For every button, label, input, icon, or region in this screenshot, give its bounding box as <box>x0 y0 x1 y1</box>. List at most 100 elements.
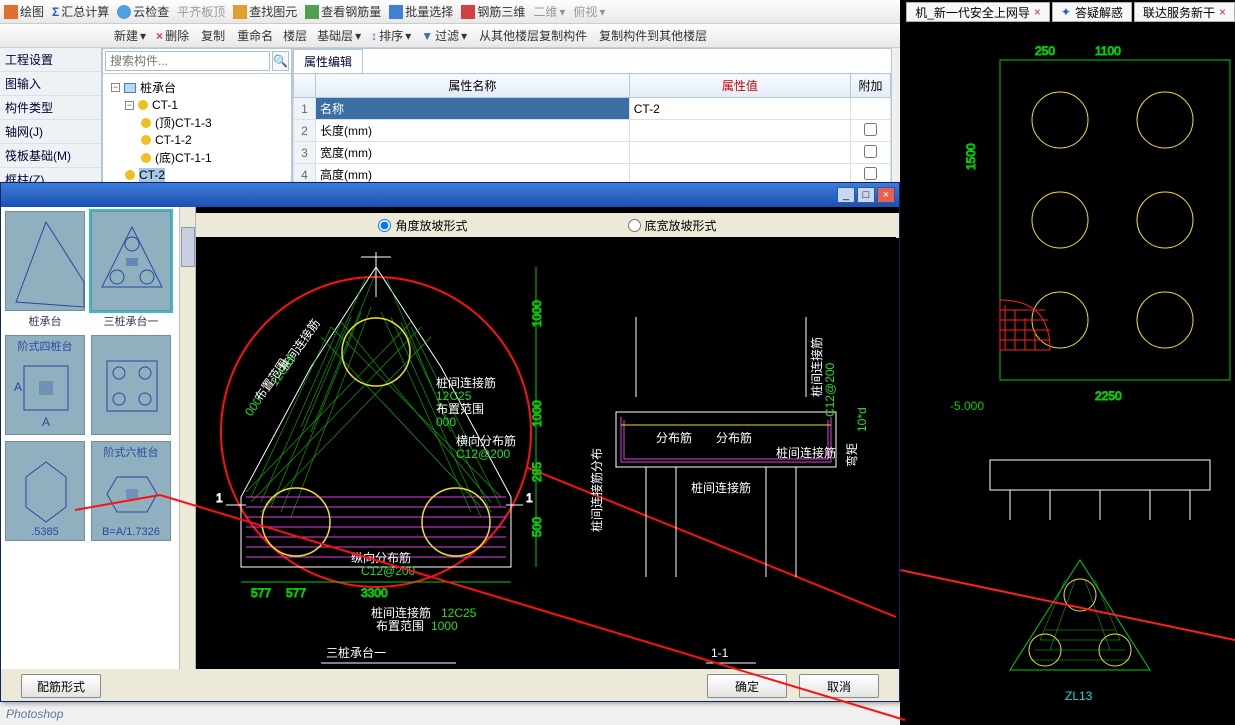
prop-chk[interactable] <box>864 123 877 136</box>
svg-text:桩间连接筋: 桩间连接筋 <box>691 480 751 495</box>
prop-chk[interactable] <box>864 145 877 158</box>
tb-copyto[interactable]: 复制构件到其他楼层 <box>597 27 707 44</box>
tb-flat[interactable]: 平齐板顶 <box>177 3 225 20</box>
browser-tab[interactable]: ✦答疑解惑 <box>1052 2 1132 22</box>
tb-base-floor[interactable]: 基础层 ▾ <box>317 27 361 44</box>
radio-angle-input[interactable] <box>378 219 391 232</box>
tb-copyfrom[interactable]: 从其他楼层复制构件 <box>477 27 587 44</box>
prop-row[interactable]: 3宽度(mm) <box>294 142 891 164</box>
thumbnail-list: 桩承台 三桩承台一 阶式四桩台AA .5385 阶式六桩台B=A/1.7326 <box>1 207 196 669</box>
svg-text:1100: 1100 <box>1095 44 1121 58</box>
svg-text:1: 1 <box>526 491 533 505</box>
cad-svg: 250 1100 1500 2250 -5.000 ZL <box>900 0 1235 725</box>
tree-ct2[interactable]: CT-2 <box>107 167 287 183</box>
prop-chk[interactable] <box>864 167 877 180</box>
svg-text:桩间连接筋分布: 桩间连接筋分布 <box>589 448 604 532</box>
drawing-title-main: 三桩承台一 <box>326 645 386 660</box>
svg-text:3300: 3300 <box>361 586 388 600</box>
svg-text:布置范围: 布置范围 <box>376 619 424 633</box>
tb-topview[interactable]: 俯视 ▾ <box>573 3 605 20</box>
rebar-form-button[interactable]: 配筋形式 <box>21 674 101 698</box>
right-cad-viewport[interactable]: 250 1100 1500 2250 -5.000 ZL <box>900 0 1235 725</box>
tb-2d[interactable]: 二维 ▾ <box>533 3 565 20</box>
radio-width-input[interactable] <box>628 219 641 232</box>
tree-root[interactable]: −桩承台 <box>107 78 287 97</box>
lp-type[interactable]: 构件类型 <box>0 96 101 120</box>
prop-row[interactable]: 2长度(mm) <box>294 120 891 142</box>
close-icon[interactable]: × <box>1034 5 1041 19</box>
ok-button[interactable]: 确定 <box>707 674 787 698</box>
tb-copy[interactable]: 复制 <box>199 27 225 44</box>
tb-rename[interactable]: 重命名 <box>235 27 273 44</box>
tb-batch[interactable]: 批量选择 <box>389 3 453 20</box>
minimize-button[interactable]: _ <box>837 187 855 203</box>
lp-draw-in[interactable]: 图输入 <box>0 72 101 96</box>
tb-floor[interactable]: 楼层 <box>283 27 307 44</box>
maximize-button[interactable]: □ <box>857 187 875 203</box>
radio-width[interactable]: 底宽放坡形式 <box>628 217 717 234</box>
thumb-scrollbar[interactable] <box>179 207 195 669</box>
tb-new[interactable]: 新建 ▾ <box>112 27 146 44</box>
svg-text:577: 577 <box>286 586 306 600</box>
tb-rebar[interactable]: 查看钢筋量 <box>305 3 381 20</box>
svg-text:桩间连接筋: 桩间连接筋 <box>776 445 836 460</box>
tree-ct1-1[interactable]: (底)CT-1-1 <box>107 148 287 167</box>
thumb-item[interactable]: .5385 <box>5 441 85 541</box>
svg-text:分布筋: 分布筋 <box>716 430 752 445</box>
search-button[interactable]: 🔍 <box>272 51 289 71</box>
tb-sum[interactable]: Σ汇总计算 <box>52 3 109 20</box>
search-input[interactable] <box>105 51 270 71</box>
tree-ct1-3[interactable]: (顶)CT-1-3 <box>107 113 287 132</box>
dialog-titlebar[interactable]: _ □ × <box>1 183 899 207</box>
browser-tab[interactable]: 联达服务新干× <box>1134 2 1235 22</box>
svg-text:桩间连接筋: 桩间连接筋 <box>809 337 824 397</box>
cancel-button[interactable]: 取消 <box>799 674 879 698</box>
svg-text:分布筋: 分布筋 <box>656 430 692 445</box>
thumb-item[interactable]: 桩承台 <box>5 211 85 329</box>
thumb-item[interactable]: 阶式四桩台AA <box>5 335 85 435</box>
svg-text:布置范围: 布置范围 <box>436 402 484 416</box>
tree-panel: 🔍 −桩承台 −CT-1 (顶)CT-1-3 CT-1-2 (底)CT-1-1 … <box>102 48 292 188</box>
svg-text:-5.000: -5.000 <box>950 399 984 413</box>
tb-find[interactable]: 查找图元 <box>233 3 297 20</box>
thumb-item[interactable]: 阶式六桩台B=A/1.7326 <box>91 441 171 541</box>
svg-text:12C25: 12C25 <box>436 389 472 403</box>
tb-sort[interactable]: ↕排序 ▾ <box>371 27 411 44</box>
thumb-item[interactable] <box>91 335 171 435</box>
tb-3d[interactable]: 钢筋三维 <box>461 3 525 20</box>
svg-text:A: A <box>42 415 50 429</box>
prop-tab[interactable]: 属性编辑 <box>293 49 363 73</box>
svg-text:1500: 1500 <box>964 143 978 170</box>
tb-filter[interactable]: ▼过滤 ▾ <box>421 27 467 44</box>
drawing-viewport[interactable]: 角度放坡形式 底宽放坡形式 <box>196 207 899 669</box>
browser-tab[interactable]: 机_新一代安全上网导× <box>906 2 1050 22</box>
svg-text:1: 1 <box>216 491 223 505</box>
tree-ct1-2[interactable]: CT-1-2 <box>107 132 287 148</box>
prop-row[interactable]: 1 名称 CT-2 <box>294 98 891 120</box>
svg-text:500: 500 <box>530 517 544 537</box>
svg-text:A: A <box>14 380 22 394</box>
lp-proj[interactable]: 工程设置 <box>0 48 101 72</box>
pile-cap-dialog: _ □ × 桩承台 三桩承台一 阶式四桩台AA .5385 阶式 <box>0 182 900 702</box>
close-button[interactable]: × <box>877 187 895 203</box>
svg-text:10*d: 10*d <box>855 407 869 432</box>
svg-text:250: 250 <box>1035 44 1055 58</box>
svg-text:12C25: 12C25 <box>441 606 477 620</box>
lp-raft[interactable]: 筏板基础(M) <box>0 144 101 168</box>
close-icon[interactable]: × <box>1219 5 1226 19</box>
svg-text:C12@200: C12@200 <box>456 447 511 461</box>
svg-text:1000: 1000 <box>530 400 544 427</box>
svg-text:桩间连接筋: 桩间连接筋 <box>371 605 431 620</box>
svg-text:1000: 1000 <box>431 619 458 633</box>
tb-draw[interactable]: 绘图 <box>4 3 44 20</box>
svg-text:C12@200: C12@200 <box>823 362 837 417</box>
col-extra: 附加 <box>851 74 891 98</box>
tree-ct1[interactable]: −CT-1 <box>107 97 287 113</box>
tb-del[interactable]: ×删除 <box>156 27 189 44</box>
tb-cloud[interactable]: 云检查 <box>117 3 169 20</box>
svg-text:C12@200: C12@200 <box>361 564 416 578</box>
thumb-item-selected[interactable]: 三桩承台一 <box>91 211 171 329</box>
lp-axis[interactable]: 轴网(J) <box>0 120 101 144</box>
svg-text:ZL13: ZL13 <box>1065 689 1093 703</box>
radio-angle[interactable]: 角度放坡形式 <box>378 217 467 234</box>
